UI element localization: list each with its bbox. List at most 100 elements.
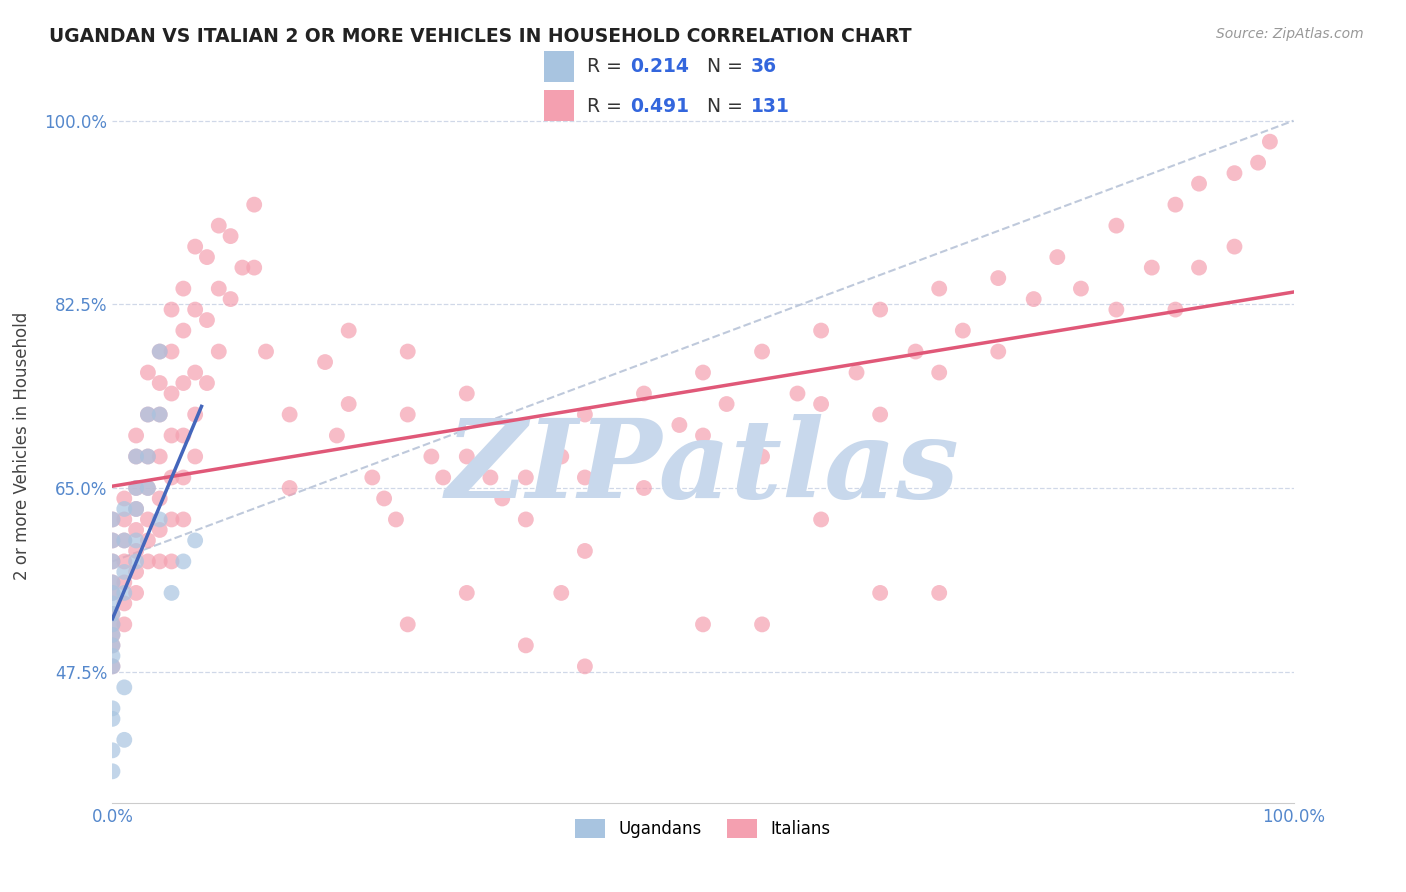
Point bbox=[1223, 166, 1246, 180]
Point bbox=[101, 659, 124, 673]
Point bbox=[172, 554, 194, 568]
Point bbox=[101, 512, 124, 526]
Point bbox=[314, 355, 336, 369]
Point bbox=[125, 450, 148, 464]
Point bbox=[515, 512, 537, 526]
Point bbox=[136, 450, 159, 464]
Point bbox=[243, 197, 266, 211]
Point bbox=[136, 512, 159, 526]
Point bbox=[149, 344, 172, 359]
Point bbox=[149, 408, 172, 422]
Point bbox=[254, 344, 277, 359]
Point bbox=[172, 282, 194, 296]
Point bbox=[574, 659, 596, 673]
Point bbox=[373, 491, 395, 506]
Point bbox=[101, 628, 124, 642]
Point bbox=[101, 575, 124, 590]
Point bbox=[112, 533, 135, 548]
Point bbox=[125, 428, 148, 442]
Point bbox=[1258, 135, 1281, 149]
Y-axis label: 2 or more Vehicles in Household: 2 or more Vehicles in Household bbox=[13, 312, 31, 580]
Point bbox=[184, 533, 207, 548]
Point bbox=[160, 586, 183, 600]
Point bbox=[396, 617, 419, 632]
Point bbox=[633, 386, 655, 401]
Point bbox=[385, 512, 408, 526]
Point bbox=[160, 428, 183, 442]
Text: 0.491: 0.491 bbox=[630, 96, 689, 116]
Point bbox=[928, 586, 950, 600]
Point bbox=[136, 481, 159, 495]
Point bbox=[101, 596, 124, 610]
Point bbox=[928, 282, 950, 296]
Point bbox=[149, 554, 172, 568]
Point bbox=[172, 512, 194, 526]
Point bbox=[633, 481, 655, 495]
Point bbox=[136, 408, 159, 422]
Point bbox=[160, 344, 183, 359]
FancyBboxPatch shape bbox=[544, 52, 575, 82]
Point bbox=[195, 250, 218, 264]
Point bbox=[101, 607, 124, 621]
Point bbox=[112, 575, 135, 590]
Point bbox=[337, 324, 360, 338]
Point bbox=[574, 470, 596, 484]
Point bbox=[149, 376, 172, 390]
Point bbox=[160, 470, 183, 484]
Point bbox=[208, 282, 231, 296]
Text: ZIPatlas: ZIPatlas bbox=[446, 414, 960, 521]
Point bbox=[172, 428, 194, 442]
Point bbox=[337, 397, 360, 411]
Point bbox=[810, 512, 832, 526]
Point bbox=[101, 586, 124, 600]
Point bbox=[692, 428, 714, 442]
Point bbox=[456, 386, 478, 401]
Point bbox=[231, 260, 253, 275]
Point bbox=[869, 408, 891, 422]
Point bbox=[101, 628, 124, 642]
Point bbox=[184, 450, 207, 464]
Point bbox=[160, 512, 183, 526]
Point bbox=[101, 554, 124, 568]
Point bbox=[101, 586, 124, 600]
Point bbox=[1022, 292, 1045, 306]
Point bbox=[515, 470, 537, 484]
Point bbox=[574, 408, 596, 422]
FancyBboxPatch shape bbox=[544, 90, 575, 120]
Point bbox=[550, 586, 572, 600]
Point bbox=[1046, 250, 1069, 264]
Point bbox=[208, 344, 231, 359]
Point bbox=[361, 470, 384, 484]
Point bbox=[101, 764, 124, 779]
Point bbox=[786, 386, 808, 401]
Point bbox=[112, 533, 135, 548]
Text: R =: R = bbox=[586, 96, 627, 116]
Point bbox=[326, 428, 349, 442]
Point bbox=[184, 408, 207, 422]
Point bbox=[125, 586, 148, 600]
Point bbox=[456, 586, 478, 600]
Point bbox=[1188, 260, 1211, 275]
Point bbox=[101, 575, 124, 590]
Point bbox=[692, 617, 714, 632]
Point bbox=[136, 408, 159, 422]
Point bbox=[751, 617, 773, 632]
Text: N =: N = bbox=[707, 96, 749, 116]
Point bbox=[172, 324, 194, 338]
Point bbox=[160, 302, 183, 317]
Point bbox=[869, 302, 891, 317]
Point bbox=[149, 408, 172, 422]
Point bbox=[195, 376, 218, 390]
Point bbox=[112, 491, 135, 506]
Point bbox=[112, 512, 135, 526]
Point bbox=[125, 533, 148, 548]
Point bbox=[112, 565, 135, 579]
Point bbox=[219, 229, 242, 244]
Point bbox=[751, 450, 773, 464]
Point bbox=[136, 533, 159, 548]
Point bbox=[1105, 302, 1128, 317]
Point bbox=[101, 639, 124, 653]
Point bbox=[1140, 260, 1163, 275]
Point bbox=[112, 732, 135, 747]
Point bbox=[987, 344, 1010, 359]
